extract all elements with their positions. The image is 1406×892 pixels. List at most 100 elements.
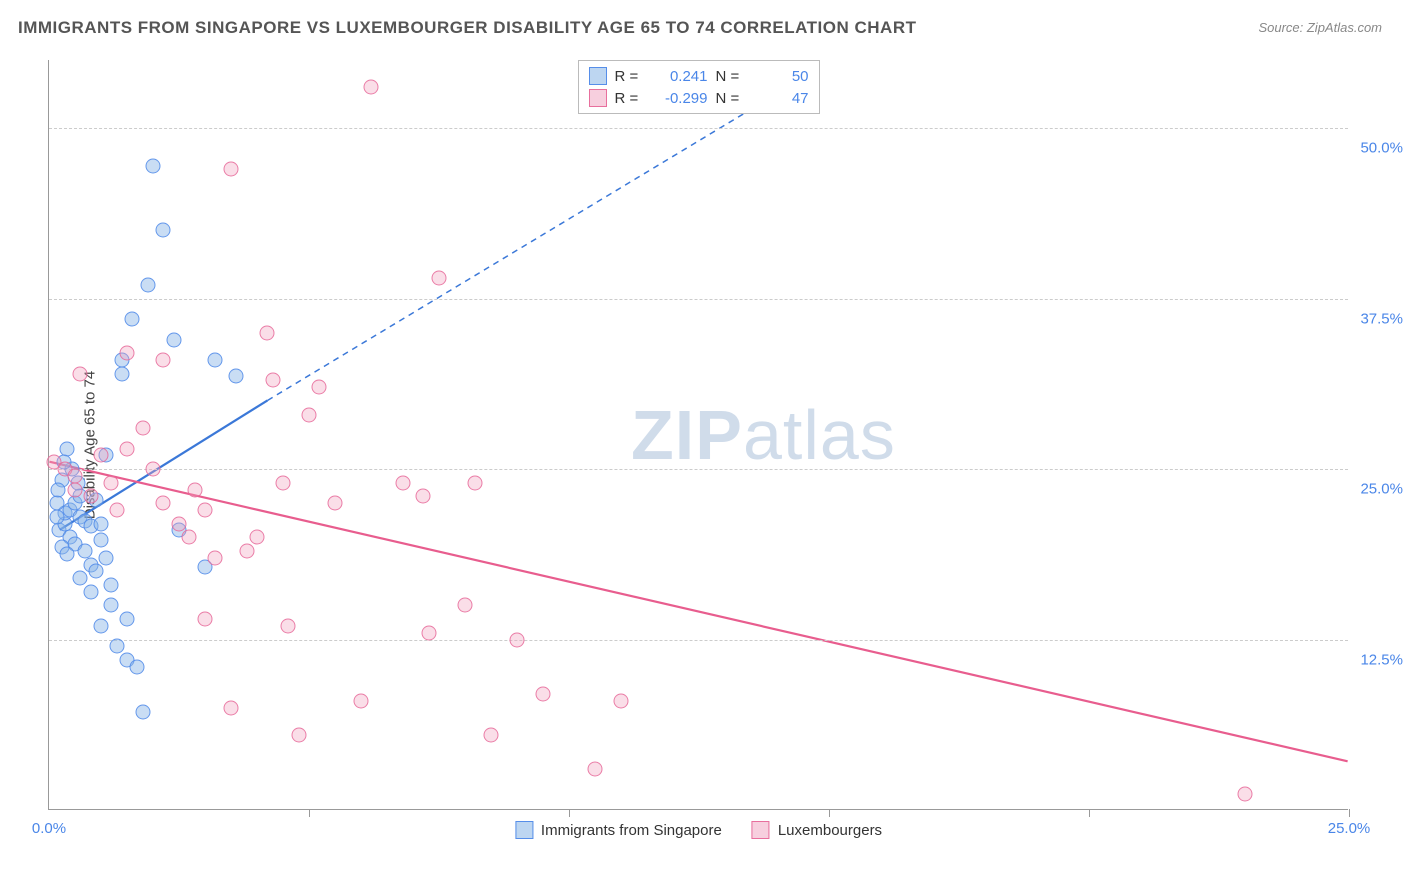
r-value-pink: -0.299: [653, 90, 708, 107]
xtick: [309, 809, 310, 817]
legend-item-blue: Immigrants from Singapore: [515, 821, 722, 839]
data-point: [265, 373, 280, 388]
ytick-label: 37.5%: [1360, 310, 1403, 327]
data-point: [156, 496, 171, 511]
data-point: [416, 489, 431, 504]
n-value-blue: 50: [754, 68, 809, 85]
xtick: [829, 809, 830, 817]
data-point: [187, 482, 202, 497]
data-point: [302, 407, 317, 422]
data-point: [60, 546, 75, 561]
data-point: [120, 441, 135, 456]
data-point: [156, 223, 171, 238]
data-point: [104, 578, 119, 593]
xtick-label: 25.0%: [1328, 820, 1371, 837]
source-attribution: Source: ZipAtlas.com: [1258, 20, 1382, 35]
n-label: N =: [716, 68, 746, 85]
legend-item-pink: Luxembourgers: [752, 821, 882, 839]
data-point: [224, 700, 239, 715]
data-point: [510, 632, 525, 647]
data-point: [146, 462, 161, 477]
n-label: N =: [716, 90, 746, 107]
data-point: [51, 482, 66, 497]
data-point: [49, 496, 64, 511]
chart-container: Disability Age 65 to 74 ZIPatlas R = 0.2…: [48, 50, 1388, 840]
data-point: [146, 159, 161, 174]
data-point: [99, 550, 114, 565]
data-point: [421, 625, 436, 640]
chart-title: IMMIGRANTS FROM SINGAPORE VS LUXEMBOURGE…: [18, 18, 917, 38]
data-point: [276, 475, 291, 490]
data-point: [156, 353, 171, 368]
data-point: [484, 728, 499, 743]
data-point: [109, 639, 124, 654]
data-point: [198, 503, 213, 518]
data-point: [291, 728, 306, 743]
gridline-h: [49, 469, 1348, 470]
swatch-blue-icon: [515, 821, 533, 839]
data-point: [364, 80, 379, 95]
data-point: [312, 380, 327, 395]
data-point: [224, 162, 239, 177]
data-point: [198, 612, 213, 627]
data-point: [140, 278, 155, 293]
xtick: [1089, 809, 1090, 817]
r-value-blue: 0.241: [653, 68, 708, 85]
data-point: [83, 584, 98, 599]
swatch-blue-icon: [589, 67, 607, 85]
data-point: [94, 618, 109, 633]
data-point: [468, 475, 483, 490]
data-point: [120, 612, 135, 627]
data-point: [239, 543, 254, 558]
data-point: [83, 489, 98, 504]
legend-label-pink: Luxembourgers: [778, 822, 882, 839]
data-point: [114, 366, 129, 381]
data-point: [260, 325, 275, 340]
data-point: [1238, 786, 1253, 801]
data-point: [182, 530, 197, 545]
data-point: [88, 564, 103, 579]
data-point: [166, 332, 181, 347]
correlation-row-blue: R = 0.241 N = 50: [589, 65, 809, 87]
data-point: [458, 598, 473, 613]
data-point: [73, 366, 88, 381]
data-point: [94, 448, 109, 463]
data-point: [120, 346, 135, 361]
data-point: [125, 312, 140, 327]
data-point: [104, 475, 119, 490]
swatch-pink-icon: [752, 821, 770, 839]
data-point: [354, 693, 369, 708]
correlation-row-pink: R = -0.299 N = 47: [589, 87, 809, 109]
trend-lines-svg: [49, 60, 1348, 809]
watermark-zip: ZIP: [631, 396, 743, 474]
data-point: [104, 598, 119, 613]
data-point: [614, 693, 629, 708]
plot-area: ZIPatlas R = 0.241 N = 50 R = -0.299 N =…: [48, 60, 1348, 810]
data-point: [172, 516, 187, 531]
gridline-h: [49, 640, 1348, 641]
data-point: [109, 503, 124, 518]
series-legend: Immigrants from Singapore Luxembourgers: [515, 821, 882, 839]
ytick-label: 12.5%: [1360, 651, 1403, 668]
gridline-h: [49, 299, 1348, 300]
data-point: [250, 530, 265, 545]
xtick-label: 0.0%: [32, 820, 66, 837]
gridline-h: [49, 128, 1348, 129]
xtick: [1349, 809, 1350, 817]
r-label: R =: [615, 90, 645, 107]
data-point: [536, 687, 551, 702]
watermark: ZIPatlas: [631, 395, 896, 475]
xtick: [569, 809, 570, 817]
data-point: [432, 271, 447, 286]
data-point: [588, 762, 603, 777]
data-point: [229, 369, 244, 384]
data-point: [208, 550, 223, 565]
data-point: [73, 571, 88, 586]
data-point: [328, 496, 343, 511]
data-point: [49, 509, 64, 524]
data-point: [135, 421, 150, 436]
correlation-legend: R = 0.241 N = 50 R = -0.299 N = 47: [578, 60, 820, 114]
data-point: [208, 353, 223, 368]
data-point: [94, 533, 109, 548]
ytick-label: 25.0%: [1360, 481, 1403, 498]
